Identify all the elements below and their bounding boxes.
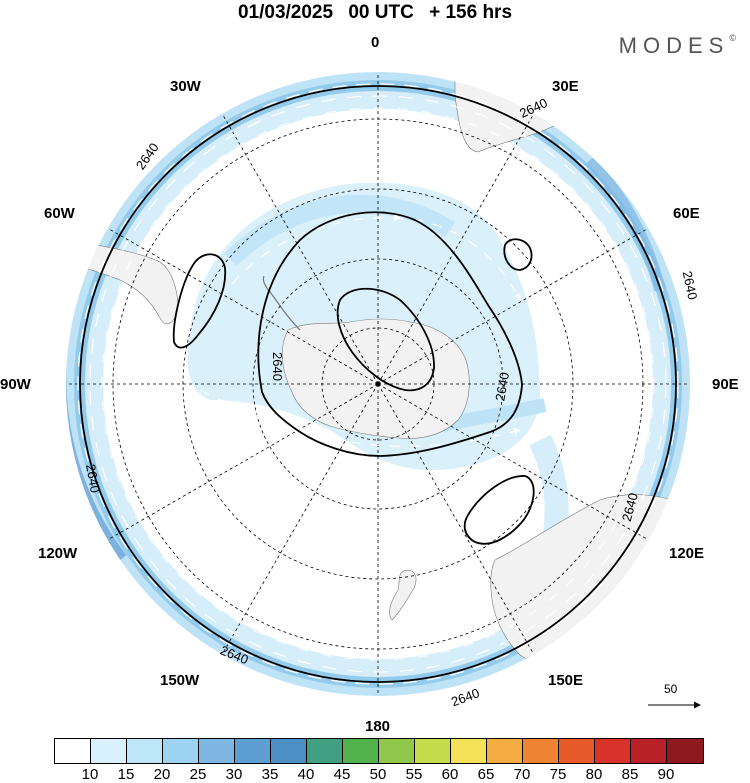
antarctic-peninsula (262, 275, 301, 331)
contour-2640-inner (257, 211, 523, 457)
colorbar-tick-label: 70 (513, 766, 531, 783)
south-pole-marker (375, 381, 381, 387)
lon-label-120e: 120E (669, 545, 705, 562)
meridian-lines (66, 72, 690, 696)
colorbar-tick-label: 35 (261, 766, 279, 783)
wind-reference-label: 50 (664, 682, 678, 696)
colorbar-tick-label: 60 (441, 766, 459, 783)
colorbar-segment (307, 739, 343, 763)
forecast-lead-time: + 156 hrs (429, 2, 513, 23)
lon-label-0: 0 (371, 34, 380, 51)
colorbar-segment (271, 739, 307, 763)
colorbar-segment (379, 739, 415, 763)
colorbar-segment (487, 739, 523, 763)
contour-closed-south-america (172, 253, 227, 349)
lon-label-90w: 90W (0, 376, 31, 393)
colorbar-segment (91, 739, 127, 763)
lon-label-60e: 60E (673, 205, 700, 222)
colorbar-tick-label: 40 (297, 766, 315, 783)
colorbar (54, 738, 704, 764)
wind-streamlines (77, 83, 679, 685)
colorbar-segment (55, 739, 91, 763)
colorbar-tick-label: 85 (621, 766, 639, 783)
colorbar-segment (235, 739, 271, 763)
colorbar-segment (415, 739, 451, 763)
contour-label: 2640 (619, 491, 641, 523)
contour-closed-northeast (503, 238, 533, 271)
lon-label-90e: 90E (712, 376, 739, 393)
contour-closed-southeast (463, 475, 535, 545)
forecast-date: 01/03/2025 (237, 2, 334, 23)
contour-label: 2640 (449, 685, 481, 709)
south-america-landmass (69, 239, 179, 325)
colorbar-tick-label: 10 (81, 766, 99, 783)
lon-label-30w: 30W (170, 78, 201, 95)
colorbar-tick-label: 15 (117, 766, 135, 783)
colorbar-tick-label: 75 (549, 766, 567, 783)
modes-logo: MODES© (618, 33, 736, 58)
colorbar-tick-label: 55 (405, 766, 423, 783)
map-title: 01/03/2025 00 UTC + 156 hrs (0, 2, 750, 24)
lon-label-60w: 60W (44, 205, 75, 222)
contour-2640-outer (79, 85, 677, 683)
lon-label-150e: 150E (548, 672, 584, 689)
colorbar-segment (163, 739, 199, 763)
contour-low-center (336, 287, 435, 392)
colorbar-segment (343, 739, 379, 763)
colorbar-tick-label: 90 (657, 766, 675, 783)
colorbar-segment (595, 739, 631, 763)
colorbar-segment (523, 739, 559, 763)
colorbar-tick-label: 65 (477, 766, 495, 783)
lon-label-120w: 120W (38, 545, 78, 562)
colorbar-tick-label: 45 (333, 766, 351, 783)
contour-label: 2640 (270, 352, 285, 381)
contour-label: 2640 (492, 371, 512, 402)
contour-label: 2640 (680, 270, 701, 301)
colorbar-segment (127, 739, 163, 763)
colorbar-segment (631, 739, 667, 763)
lon-label-30e: 30E (552, 78, 579, 95)
colorbar-segment (667, 739, 703, 763)
lon-label-180: 180 (365, 718, 391, 735)
new-zealand-landmass (389, 569, 417, 621)
antarctica-landmass (281, 318, 470, 439)
colorbar-tick-label: 80 (585, 766, 603, 783)
colorbar-segment (451, 739, 487, 763)
colorbar-tick-label: 50 (369, 766, 387, 783)
colorbar-tick-label: 20 (153, 766, 171, 783)
colorbar-segment (199, 739, 235, 763)
lon-label-150w: 150W (160, 672, 200, 689)
colorbar-tick-label: 25 (189, 766, 207, 783)
contour-label: 2640 (83, 463, 103, 494)
colorbar-tick-labels: 10 15 20 25 30 35 40 45 50 55 60 65 70 75 80 85 90 (54, 766, 702, 783)
forecast-time: 00 UTC (348, 2, 414, 23)
colorbar-segment (559, 739, 595, 763)
colorbar-tick-label: 30 (225, 766, 243, 783)
